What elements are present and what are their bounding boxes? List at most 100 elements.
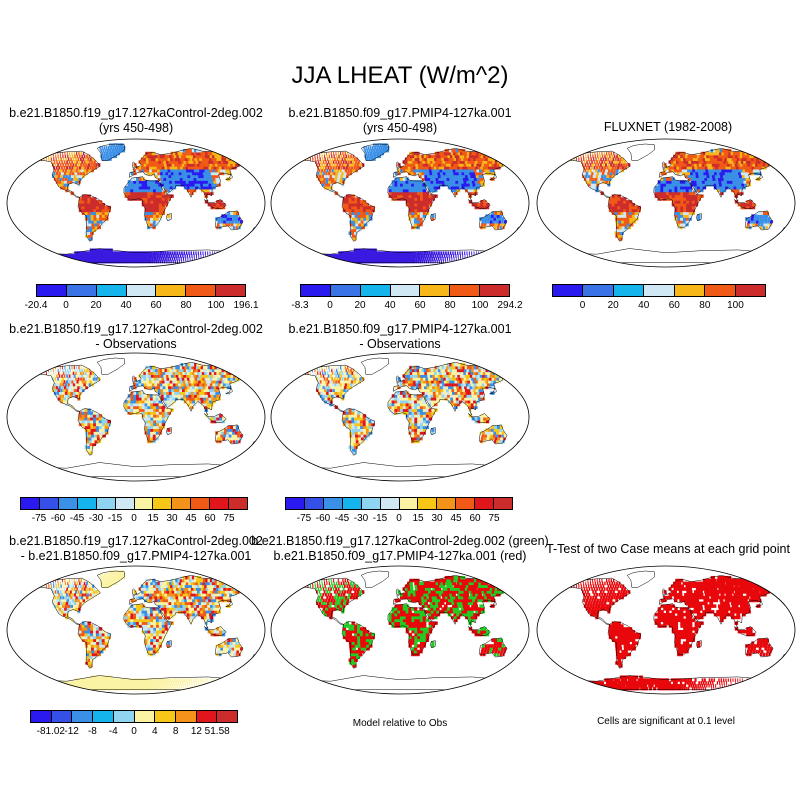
colorbar-label: -15 bbox=[107, 513, 123, 524]
coastline-indonesia bbox=[203, 199, 227, 209]
coastline-uk bbox=[131, 588, 138, 595]
coastline-uk bbox=[661, 588, 668, 595]
coastline-madagascar bbox=[166, 213, 172, 222]
coastline-eurasia bbox=[658, 574, 776, 628]
panel6-title: b.e21.B1850.f19_g17.127kaControl-2deg.00… bbox=[0, 534, 272, 564]
map-panel-3 bbox=[536, 138, 796, 268]
map-panel-8 bbox=[536, 565, 796, 695]
coastline-africa bbox=[387, 176, 437, 228]
colorbar-label: 40 bbox=[638, 300, 650, 311]
colorbar-swatch bbox=[456, 498, 476, 509]
colorbar-label: 40 bbox=[384, 300, 396, 311]
coastline-greenland bbox=[626, 143, 655, 161]
panel7-title-line2: b.e21.B1850.f09_g17.PMIP4-127ka.001 (red… bbox=[273, 549, 527, 563]
map-panel-5 bbox=[270, 352, 530, 482]
colorbar-swatch bbox=[399, 498, 419, 509]
coastline-eurasia bbox=[392, 574, 510, 628]
colorbar-swatch bbox=[115, 498, 135, 509]
coastline-australia bbox=[744, 210, 774, 231]
coastline-greenland bbox=[96, 143, 125, 161]
map-frame bbox=[6, 138, 266, 268]
panel7-title-line1: b.e21.B1850.f19_g17.127kaControl-2deg.00… bbox=[251, 534, 549, 548]
colorbar-swatch bbox=[153, 498, 173, 509]
coastline-uk bbox=[395, 375, 402, 382]
coastline-madagascar bbox=[430, 427, 436, 436]
colorbar-swatches bbox=[30, 710, 238, 723]
map-cells bbox=[297, 575, 520, 668]
coastline-antarctica bbox=[29, 248, 243, 263]
map-cells bbox=[296, 143, 520, 264]
colorbar-label: 0 bbox=[131, 726, 137, 737]
colorbar-label: -75 bbox=[31, 513, 47, 524]
map-panel-1 bbox=[6, 138, 266, 268]
panel2-title-line2: (yrs 450-498) bbox=[362, 121, 438, 135]
coastline-samerica bbox=[341, 621, 376, 669]
coastline-eurasia bbox=[128, 361, 246, 415]
coastline-namerica bbox=[562, 577, 631, 625]
colorbar-label: 40 bbox=[120, 300, 132, 311]
coastline-australia bbox=[214, 637, 244, 658]
colorbar-label: -75 bbox=[296, 513, 312, 524]
colorbar-swatch bbox=[301, 285, 331, 296]
map-frame bbox=[536, 565, 796, 695]
colorbar-swatch bbox=[93, 711, 114, 722]
panel3-title-line1: FLUXNET (1982-2008) bbox=[603, 120, 733, 134]
coastline-samerica bbox=[77, 408, 112, 456]
coastline-australia bbox=[214, 424, 244, 445]
map-cells bbox=[32, 143, 256, 264]
colorbar-label: 30 bbox=[166, 513, 178, 524]
map-frame bbox=[536, 138, 796, 268]
coastline-antarctica bbox=[293, 462, 507, 477]
colorbar-swatches bbox=[300, 284, 510, 297]
colorbar-swatch bbox=[113, 711, 135, 722]
colorbar-swatch bbox=[21, 498, 40, 509]
colorbar-swatch bbox=[450, 285, 481, 296]
colorbar-swatch bbox=[77, 498, 97, 509]
colorbar-label: 80 bbox=[444, 300, 456, 311]
coastline-eurasia bbox=[392, 147, 510, 201]
map-panel-6 bbox=[6, 565, 266, 695]
coastline-africa bbox=[653, 603, 703, 655]
colorbar-label: -81.02 bbox=[36, 726, 65, 737]
colorbar-swatch bbox=[210, 498, 230, 509]
colorbar-label: -45 bbox=[334, 513, 350, 524]
coastline-madagascar bbox=[430, 640, 436, 649]
page-title: JJA LHEAT (W/m^2) bbox=[291, 62, 509, 89]
colorbar-swatch bbox=[494, 498, 513, 509]
map-frame bbox=[6, 565, 266, 695]
colorbar-swatch bbox=[229, 498, 248, 509]
coastline-greenland bbox=[96, 570, 125, 588]
coastline-japan bbox=[755, 173, 763, 180]
coastline-japan bbox=[489, 387, 497, 394]
coastline-eurasia bbox=[128, 147, 246, 201]
coastline-africa bbox=[123, 603, 173, 655]
coastline-eurasia bbox=[392, 361, 510, 415]
coastline-namerica bbox=[296, 577, 365, 625]
colorbar-swatch bbox=[705, 285, 736, 296]
colorbar-swatch bbox=[674, 285, 706, 296]
colorbar-label: 20 bbox=[354, 300, 366, 311]
coastline-samerica bbox=[77, 194, 112, 242]
colorbar-swatch bbox=[390, 285, 421, 296]
coastline-madagascar bbox=[430, 213, 436, 222]
map-frame bbox=[6, 352, 266, 482]
colorbar-label: 75 bbox=[488, 513, 500, 524]
colorbar-label: 60 bbox=[668, 300, 680, 311]
map-panel-4 bbox=[6, 352, 266, 482]
colorbar-swatch bbox=[96, 498, 116, 509]
colorbar-swatch bbox=[361, 498, 381, 509]
panel8-title: T-Test of two Case means at each grid po… bbox=[536, 542, 800, 557]
coastline-indonesia bbox=[733, 626, 757, 636]
coastline-africa bbox=[123, 390, 173, 442]
coastline-namerica bbox=[296, 364, 365, 412]
colorbar-swatch bbox=[51, 711, 73, 722]
colorbar-label: -45 bbox=[69, 513, 85, 524]
colorbar-swatches bbox=[285, 497, 513, 510]
colorbar-swatch bbox=[72, 711, 94, 722]
panel7-title: b.e21.B1850.f19_g17.127kaControl-2deg.00… bbox=[250, 534, 550, 564]
colorbar-swatch bbox=[175, 711, 197, 722]
colorbar-swatch bbox=[39, 498, 59, 509]
colorbar-label: -30 bbox=[353, 513, 369, 524]
note-model-relative-obs: Model relative to Obs bbox=[352, 718, 448, 729]
colorbar-swatch bbox=[186, 285, 217, 296]
